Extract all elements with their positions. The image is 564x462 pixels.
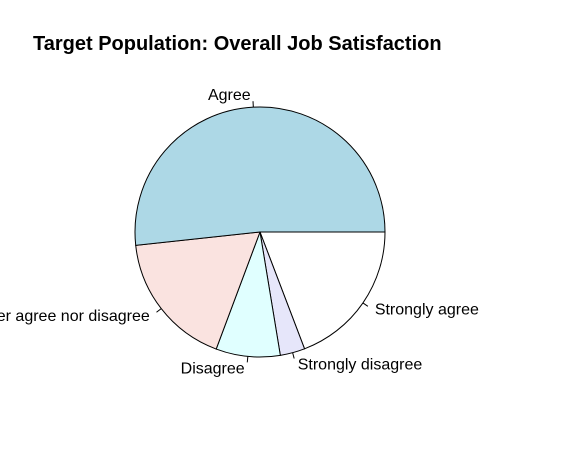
leader-line-strongly-agree	[362, 302, 369, 307]
pie-slice-strongly-agree	[259, 231, 386, 350]
pie-label-neither-agree-nor-disagree: Neither agree nor disagree	[0, 308, 150, 325]
pie-label-strongly-disagree: Strongly disagree	[298, 356, 423, 373]
pie-labels: Strongly agree Strongly disagree Disagree N…	[0, 87, 479, 377]
pie-label-agree: Agree	[208, 87, 251, 104]
pie-slice-neither-agree-nor-disagree	[135, 231, 261, 350]
leader-line-neither-agree-nor-disagree	[156, 308, 162, 313]
pie-slice-agree	[134, 106, 386, 246]
leader-line-disagree	[246, 356, 249, 363]
chart-title: Target Population: Overall Job Satisfact…	[33, 33, 442, 55]
leader-line-strongly-disagree	[292, 352, 295, 359]
pie-leader-lines	[156, 101, 369, 363]
pie-label-strongly-agree: Strongly agree	[375, 302, 479, 319]
pie-label-disagree: Disagree	[181, 360, 245, 377]
pie-slices	[134, 106, 386, 358]
